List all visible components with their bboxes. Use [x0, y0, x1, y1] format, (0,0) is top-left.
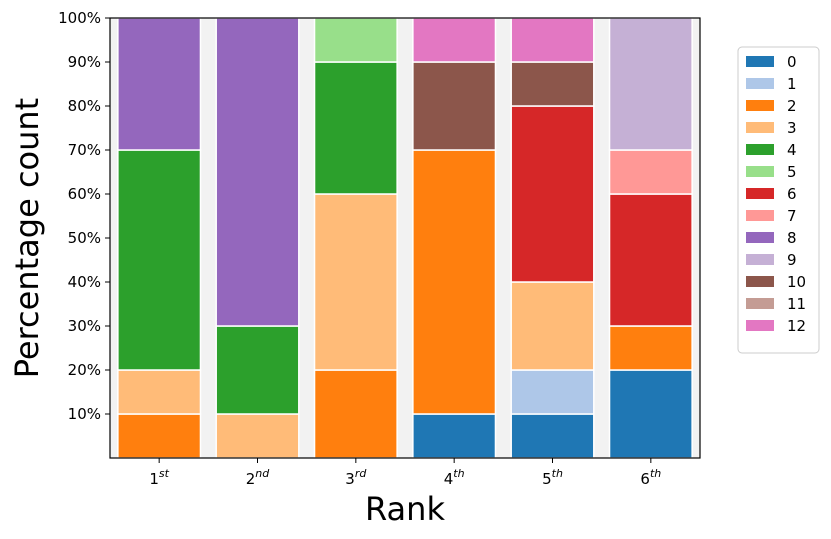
y-tick-label: 90% — [68, 53, 101, 71]
legend-label: 7 — [787, 207, 797, 225]
x-tick-label: 6th — [640, 467, 661, 488]
x-axis: 1st 2nd 3rd 4th 5th 6th — [149, 458, 661, 488]
x-axis-title: Rank — [365, 490, 445, 528]
legend-label: 8 — [787, 229, 797, 247]
x-tick-label: 5th — [542, 467, 563, 488]
plot-background — [110, 18, 700, 458]
legend-swatch — [746, 166, 774, 177]
bar-segment-2-rank-6 — [608, 325, 693, 371]
bar-segment-10-rank-4 — [412, 61, 497, 151]
bar-segment-2-rank-4 — [412, 149, 497, 415]
legend-swatch — [746, 254, 774, 265]
bar-segment-6-rank-6 — [608, 193, 693, 327]
bar-segment-3-rank-2 — [215, 413, 300, 459]
bar-segment-3-rank-1 — [117, 369, 202, 415]
legend-label: 4 — [787, 141, 797, 159]
bar-segment-7-rank-6 — [608, 149, 693, 195]
bar-segment-12-rank-5 — [510, 17, 595, 63]
bar-segment-0-rank-6 — [608, 369, 693, 459]
legend-label: 1 — [787, 75, 797, 93]
bar-segment-10-rank-5 — [510, 61, 595, 107]
legend-swatch — [746, 122, 774, 133]
legend-label: 9 — [787, 251, 797, 269]
legend-swatch — [746, 276, 774, 287]
legend-label: 3 — [787, 119, 797, 137]
y-tick-label: 30% — [68, 317, 101, 335]
legend-swatch — [746, 78, 774, 89]
y-tick-label: 10% — [68, 405, 101, 423]
y-tick-label: 40% — [68, 273, 101, 291]
legend-swatch — [746, 56, 774, 67]
y-tick-label: 80% — [68, 97, 101, 115]
bar-segment-4-rank-1 — [117, 149, 202, 371]
bar-segment-1-rank-5 — [510, 369, 595, 415]
bar-segment-4-rank-2 — [215, 325, 300, 415]
legend-label: 2 — [787, 97, 797, 115]
x-tick-label: 2nd — [246, 467, 271, 488]
bar-segment-0-rank-4 — [412, 413, 497, 459]
legend-swatch — [746, 210, 774, 221]
legend-swatch — [746, 188, 774, 199]
legend-label: 11 — [787, 295, 806, 313]
bar-segment-8-rank-1 — [117, 17, 202, 151]
bars-layer — [117, 17, 693, 459]
legend-swatch — [746, 232, 774, 243]
bar-segment-2-rank-3 — [313, 369, 398, 459]
x-tick-label: 3rd — [345, 467, 367, 488]
bar-segment-4-rank-3 — [313, 61, 398, 195]
bar-segment-12-rank-4 — [412, 17, 497, 63]
y-tick-label: 100% — [58, 9, 101, 27]
x-tick-label: 1st — [149, 467, 169, 488]
legend-label: 12 — [787, 317, 806, 335]
y-tick-label: 60% — [68, 185, 101, 203]
legend-swatch — [746, 320, 774, 331]
bar-segment-9-rank-6 — [608, 17, 693, 151]
x-tick-label: 4th — [444, 467, 465, 488]
bar-segment-5-rank-3 — [313, 17, 398, 63]
legend-label: 10 — [787, 273, 806, 291]
y-tick-label: 50% — [68, 229, 101, 247]
legend-label: 6 — [787, 185, 797, 203]
y-axis: 10% 20% 30% 40% 50% 60% 70% 80% 90% 100% — [58, 9, 110, 423]
legend-swatch — [746, 298, 774, 309]
legend-label: 0 — [787, 53, 797, 71]
y-tick-label: 70% — [68, 141, 101, 159]
legend-label: 5 — [787, 163, 797, 181]
y-tick-label: 20% — [68, 361, 101, 379]
bar-segment-3-rank-5 — [510, 281, 595, 371]
legend-swatch — [746, 100, 774, 111]
bar-segment-0-rank-5 — [510, 413, 595, 459]
bar-segment-8-rank-2 — [215, 17, 300, 327]
bar-segment-2-rank-1 — [117, 413, 202, 459]
bar-segment-6-rank-5 — [510, 105, 595, 283]
legend-swatch — [746, 144, 774, 155]
bar-segment-3-rank-3 — [313, 193, 398, 371]
y-axis-title: Percentage count — [8, 98, 46, 378]
